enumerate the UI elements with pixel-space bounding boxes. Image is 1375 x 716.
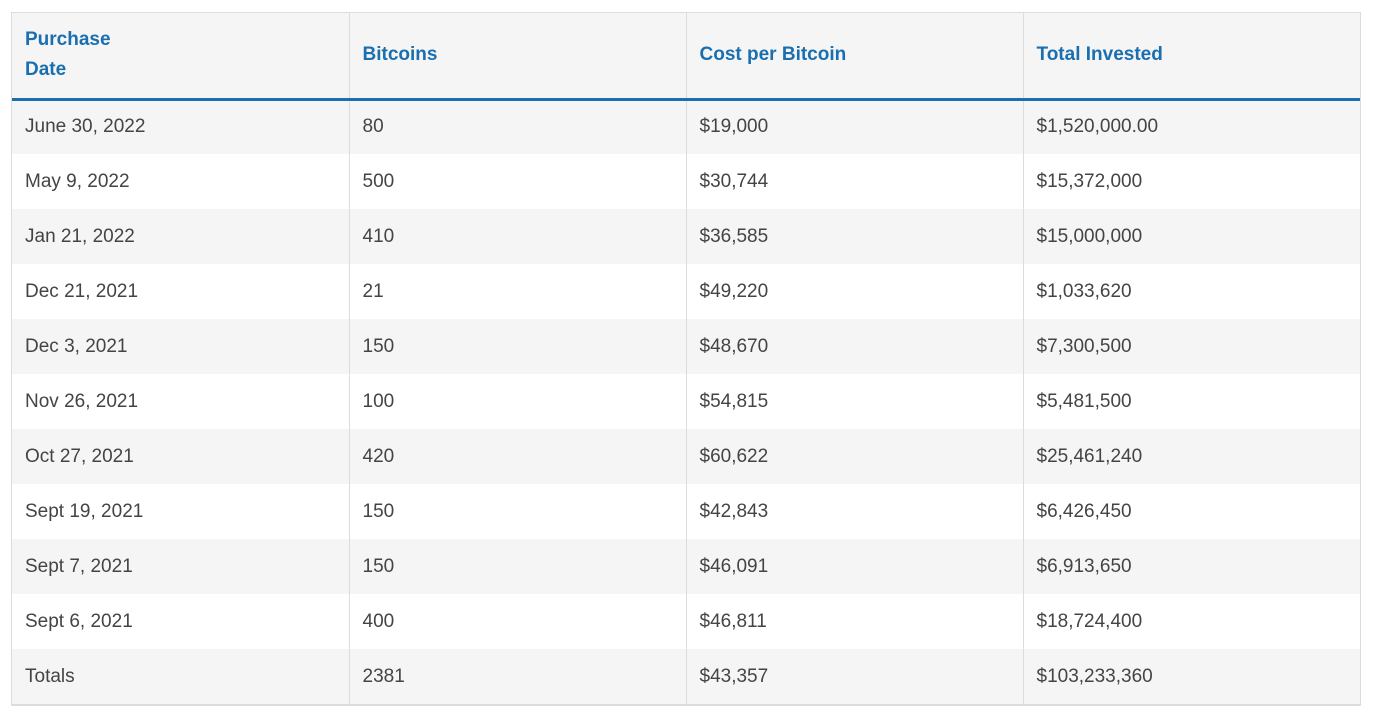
table-row: May 9, 2022 500 $30,744 $15,372,000: [12, 154, 1360, 209]
bitcoins-cell: 400: [349, 594, 687, 649]
purchase-date-cell: May 9, 2022: [12, 154, 350, 209]
total-invested-cell: $1,033,620: [1036, 280, 1132, 302]
cost-per-bitcoin-cell: $60,622: [686, 429, 1024, 484]
cost-per-bitcoin-cell: $46,091: [686, 539, 1024, 594]
header-cost-per-bitcoin: Cost per Bitcoin: [686, 13, 1024, 101]
cost-per-bitcoin-cell: $19,000: [686, 99, 1024, 154]
header-total-invested: Total Invested: [1023, 13, 1360, 101]
purchase-date-cell: Sept 6, 2021: [12, 594, 350, 649]
total-invested-cell: $5,481,500: [1036, 390, 1132, 412]
table-row: Nov 26, 2021 100 $54,815 $5,481,500: [12, 374, 1360, 429]
cost-per-bitcoin-cell: $30,744: [686, 154, 1024, 209]
bitcoins-cell: 100: [349, 374, 687, 429]
purchase-date-cell: Jan 21, 2022: [12, 209, 350, 264]
purchase-date-cell: Dec 3, 2021: [12, 319, 350, 374]
total-invested-cell: $25,461,240: [1036, 445, 1143, 467]
bitcoins-cell: 420: [349, 429, 687, 484]
table-row: Oct 27, 2021 420 $60,622 $25,461,240: [12, 429, 1360, 484]
purchase-date-cell: Sept 19, 2021: [12, 484, 350, 539]
total-invested-cell: $6,426,450: [1036, 500, 1132, 522]
cost-per-bitcoin-cell: $46,811: [686, 594, 1024, 649]
bitcoins-cell: 2381: [349, 649, 687, 704]
totals-row: Totals 2381 $43,357 $103,233,360: [12, 649, 1360, 704]
bitcoins-cell: 150: [349, 484, 687, 539]
total-invested-cell: $15,000,000: [1036, 225, 1143, 247]
table-row: Dec 3, 2021 150 $48,670 $7,300,500: [12, 319, 1360, 374]
header-purchase-date: Purchase Date: [12, 13, 350, 101]
table-row: June 30, 2022 80 $19,000 $1,520,000.00: [12, 99, 1360, 154]
cost-per-bitcoin-cell: $36,585: [686, 209, 1024, 264]
purchase-date-cell: June 30, 2022: [12, 99, 350, 154]
bitcoins-cell: 150: [349, 539, 687, 594]
table-header: Purchase Date Bitcoins Cost per Bitcoin …: [12, 13, 1360, 101]
bitcoin-purchases-table: Purchase Date Bitcoins Cost per Bitcoin …: [12, 13, 1360, 704]
table-row: Sept 6, 2021 400 $46,811 $18,724,400: [12, 594, 1360, 649]
cost-per-bitcoin-cell: $42,843: [686, 484, 1024, 539]
total-invested-cell: $103,233,360: [1036, 665, 1153, 687]
total-invested-cell: $15,372,000: [1036, 170, 1143, 192]
total-invested-cell: $6,913,650: [1036, 555, 1132, 577]
table-row: Sept 19, 2021 150 $42,843 $6,426,450: [12, 484, 1360, 539]
purchase-date-cell: Dec 21, 2021: [12, 264, 350, 319]
purchase-date-cell: Sept 7, 2021: [12, 539, 350, 594]
header-row: Purchase Date Bitcoins Cost per Bitcoin …: [12, 13, 1360, 101]
table-body: June 30, 2022 80 $19,000 $1,520,000.00 May 9…: [12, 99, 1360, 704]
cost-per-bitcoin-cell: $48,670: [686, 319, 1024, 374]
total-invested-cell: $7,300,500: [1036, 335, 1132, 357]
bitcoins-cell: 150: [349, 319, 687, 374]
cost-per-bitcoin-cell: $43,357: [686, 649, 1024, 704]
header-bitcoins: Bitcoins: [349, 13, 687, 101]
total-invested-cell: $1,520,000.00: [1036, 116, 1159, 138]
table-row: Dec 21, 2021 21 $49,220 $1,033,620: [12, 264, 1360, 319]
table-row: Sept 7, 2021 150 $46,091 $6,913,650: [12, 539, 1360, 594]
bitcoins-cell: 410: [349, 209, 687, 264]
bitcoins-cell: 80: [349, 99, 687, 154]
cost-per-bitcoin-cell: $49,220: [686, 264, 1024, 319]
purchase-date-cell: Oct 27, 2021: [12, 429, 350, 484]
table-row: Jan 21, 2022 410 $36,585 $15,000,000: [12, 209, 1360, 264]
purchase-date-cell: Nov 26, 2021: [12, 374, 350, 429]
cost-per-bitcoin-cell: $54,815: [686, 374, 1024, 429]
bitcoins-cell: 21: [349, 264, 687, 319]
purchase-date-cell: Totals: [12, 649, 350, 704]
bitcoin-purchases-table-container: Purchase Date Bitcoins Cost per Bitcoin …: [11, 12, 1361, 706]
total-invested-cell: $18,724,400: [1036, 610, 1143, 632]
bitcoins-cell: 500: [349, 154, 687, 209]
